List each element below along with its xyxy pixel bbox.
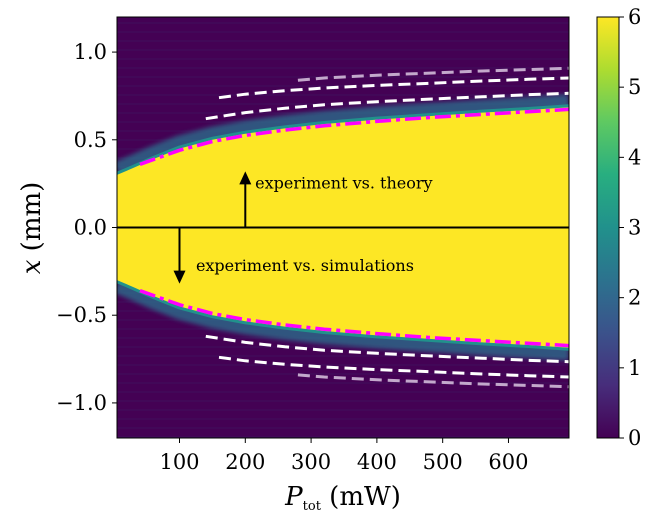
colorbar-tick-label: 6: [628, 5, 641, 29]
series-line-1-bottom: [205, 334, 569, 364]
colorbar-tick-label: 2: [628, 286, 641, 310]
colorbar-ticks: 0 1 2 3 4 5 6: [619, 5, 641, 450]
series-line-2-top: [218, 76, 569, 100]
x-tick-label: 500: [423, 450, 463, 474]
x-axis-label: Ptot (mW): [284, 482, 401, 513]
series-line-0-top: [139, 107, 569, 166]
y-tick-label: 0.5: [74, 128, 107, 152]
series-line-3-top: [297, 66, 569, 82]
colorbar-gradient: [596, 16, 620, 439]
colorbar-tick-label: 5: [628, 75, 641, 99]
x-tick-label: 400: [357, 450, 397, 474]
y-axis-label-var: x: [17, 259, 47, 274]
series-line-3-bottom: [297, 373, 569, 389]
annotation-arrow-head-1: [173, 270, 186, 284]
beam-edge-glow-top: [117, 94, 569, 177]
y-tick-label: 1.0: [74, 40, 107, 64]
beam-edge-glow-bottom: [117, 278, 569, 361]
colorbar-tick-label: 4: [628, 145, 641, 169]
annotation-arrow-head-0: [239, 171, 252, 185]
annotation-text-0: experiment vs. theory: [255, 174, 432, 193]
x-tick-label: 600: [488, 450, 528, 474]
annotation-layer: experiment vs. theory experiment vs. simu…: [173, 171, 433, 284]
annotation-text-1: experiment vs. simulations: [196, 256, 414, 275]
series-line-0-bottom: [139, 289, 569, 348]
x-tick-label: 300: [291, 450, 331, 474]
x-axis-label-main: P: [284, 482, 303, 512]
x-tick-label: 200: [225, 450, 265, 474]
series-line-2-bottom: [218, 355, 569, 379]
x-axis-label-sub: tot: [303, 499, 322, 513]
y-axis-ticks: 1.0 0.5 0.0 −0.5 −1.0: [56, 40, 117, 415]
y-tick-label: −1.0: [56, 391, 107, 415]
colorbar-tick-label: 0: [628, 426, 641, 450]
series-layer: [139, 66, 569, 389]
x-axis-label-unit: (mW): [321, 482, 401, 512]
x-tick-label: 100: [159, 450, 199, 474]
y-tick-label: −0.5: [56, 303, 107, 327]
colorbar-tick-label: 1: [628, 356, 641, 380]
y-axis-label: x (mm): [17, 182, 47, 275]
colorbar: 0 1 2 3 4 5 6: [596, 5, 641, 450]
y-axis-label-unit: (mm): [17, 182, 47, 260]
plot-area: experiment vs. theory experiment vs. simu…: [117, 17, 569, 438]
series-line-1-top: [205, 91, 569, 121]
colorbar-tick-label: 3: [628, 216, 641, 240]
x-axis-ticks: 100 200 300 400 500 600: [159, 438, 529, 474]
y-tick-label: 0.0: [74, 216, 107, 240]
